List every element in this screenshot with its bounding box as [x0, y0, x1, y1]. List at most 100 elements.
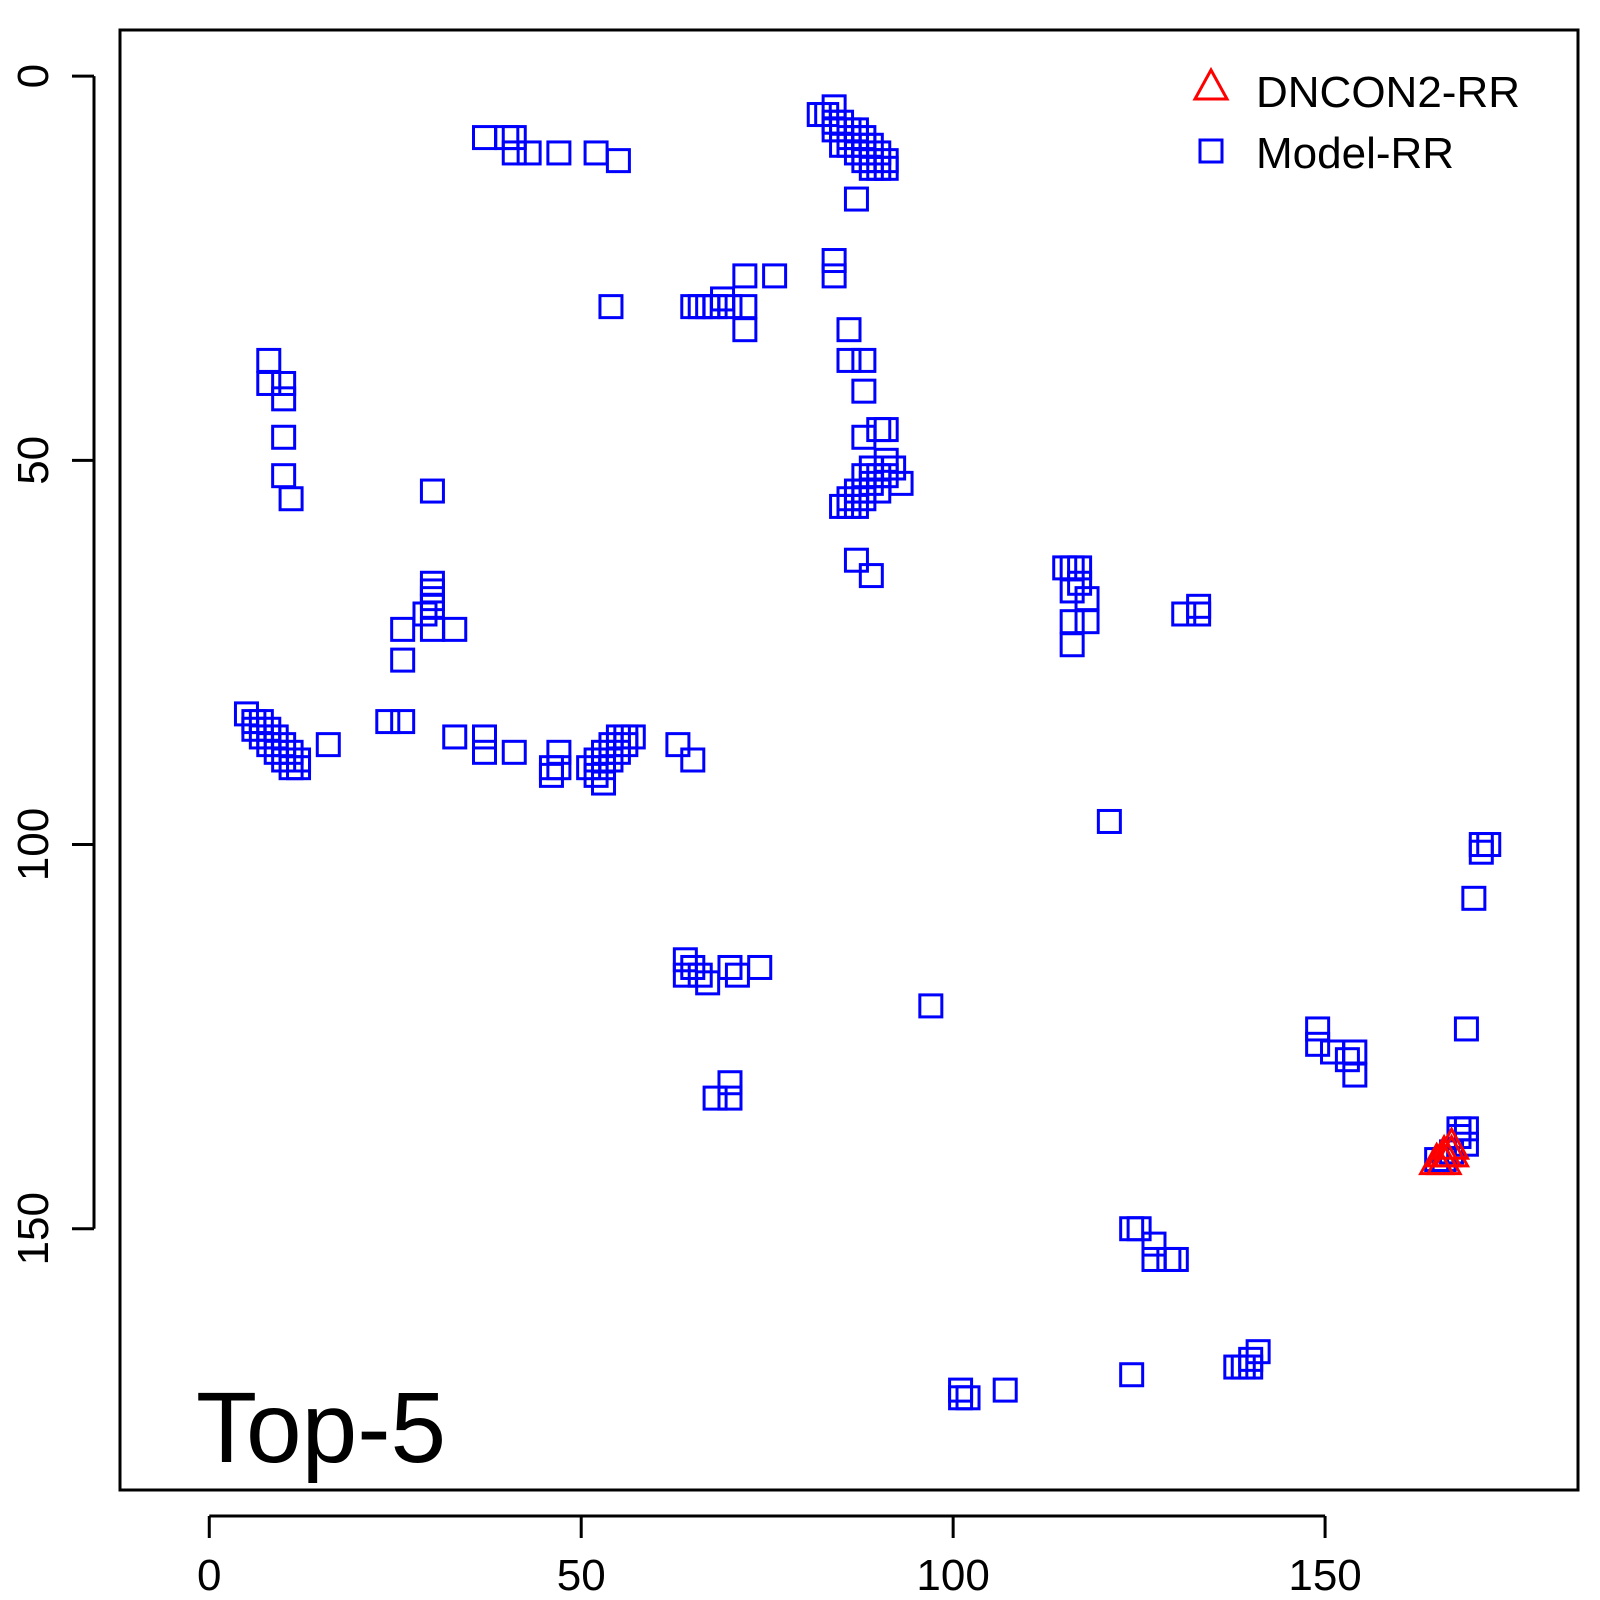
model-rr-point: [814, 102, 840, 128]
legend: DNCON2-RR Model-RR: [1192, 66, 1520, 178]
model-rr-point: [501, 140, 527, 166]
model-rr-point: [278, 755, 304, 781]
model-rr-point: [732, 263, 758, 289]
model-rr-point: [583, 140, 609, 166]
model-rr-point: [873, 463, 899, 489]
model-rr-point: [873, 148, 899, 174]
model-rr-point: [821, 117, 847, 143]
model-rr-point: [598, 294, 624, 320]
model-rr-point: [866, 155, 892, 181]
model-rr-point: [836, 347, 862, 373]
model-rr-point: [858, 148, 884, 174]
dncon2-rr-point: [1425, 1141, 1463, 1176]
model-rr-point: [888, 470, 914, 496]
model-rr-point: [1186, 593, 1212, 619]
model-rr-point: [1074, 586, 1100, 612]
model-rr-point: [241, 716, 267, 742]
model-rr-point: [836, 132, 862, 158]
model-rr-point: [472, 724, 497, 750]
model-rr-point: [1156, 1246, 1182, 1272]
model-rr-point: [598, 732, 624, 758]
model-rr-point: [1171, 601, 1197, 627]
model-rr-point: [442, 616, 468, 642]
model-rr-point: [1163, 1246, 1189, 1272]
model-rr-point: [695, 970, 721, 996]
model-rr-point: [390, 709, 416, 735]
model-rr-point: [613, 724, 639, 750]
model-rr-point: [256, 716, 282, 742]
model-rr-point: [501, 739, 527, 765]
model-rr-point: [851, 132, 877, 158]
model-rr-point: [858, 455, 884, 481]
y-tick-label: 100: [9, 808, 58, 881]
model-rr-point: [821, 94, 847, 120]
model-rr-point: [1305, 1031, 1331, 1057]
model-rr-point: [851, 347, 877, 373]
model-rr-point: [680, 954, 706, 980]
model-rr-point: [948, 1377, 974, 1403]
model-rr-point: [851, 486, 877, 512]
model-rr-point: [851, 424, 877, 450]
model-rr-point: [315, 732, 341, 758]
y-tick-label: 0: [9, 64, 58, 88]
legend-label-dncon2-rr: DNCON2-RR: [1256, 68, 1520, 117]
x-tick-label: 0: [197, 1551, 221, 1600]
model-rr-point: [271, 463, 297, 489]
model-rr-point: [873, 447, 899, 473]
y-axis: 0 50 100 150: [9, 64, 96, 1265]
model-rr-point: [806, 102, 832, 128]
model-rr-point: [1342, 1039, 1368, 1065]
model-rr-point: [717, 294, 743, 320]
model-rr-point: [419, 593, 445, 619]
model-rr-point: [873, 417, 899, 443]
model-rr-point: [851, 463, 877, 489]
model-rr-point: [821, 109, 847, 135]
model-rr-point: [851, 140, 877, 166]
model-rr-point: [263, 739, 289, 765]
model-rr-point: [546, 755, 572, 781]
model-rr-point: [591, 755, 617, 781]
model-rr-point: [829, 109, 855, 135]
model-rr-point: [256, 347, 282, 373]
model-rr-point: [992, 1377, 1018, 1403]
model-rr-point: [851, 478, 877, 504]
dncon2-rr-point: [1433, 1133, 1471, 1168]
model-rr-point: [583, 747, 609, 773]
model-rr-point: [918, 993, 944, 1019]
model-rr-point: [687, 294, 713, 320]
model-rr-point: [829, 132, 855, 158]
model-rr-point: [271, 747, 297, 773]
model-rr-point: [1141, 1231, 1167, 1257]
model-rr-point: [717, 954, 743, 980]
model-rr-point: [1461, 885, 1487, 911]
model-rr-point: [836, 125, 862, 151]
model-rr-point: [538, 755, 564, 781]
model-rr-point: [605, 724, 631, 750]
model-rr-point: [724, 962, 750, 988]
model-rr-point: [1453, 1016, 1479, 1042]
model-rr-point: [866, 417, 892, 443]
model-rr-point: [732, 317, 758, 343]
model-rr-point: [271, 370, 297, 396]
model-rr-point: [419, 586, 445, 612]
model-rr-point: [1186, 601, 1212, 627]
model-rr-point: [821, 248, 847, 274]
model-rr-point: [494, 125, 520, 151]
model-rr-point: [1059, 609, 1085, 635]
model-rr-point: [881, 455, 907, 481]
plot-frame: [118, 28, 1580, 1492]
model-rr-point: [286, 747, 312, 773]
model-rr-point: [1074, 609, 1100, 635]
model-rr-point: [546, 739, 572, 765]
model-rr-point: [233, 701, 259, 727]
model-rr-point: [747, 954, 773, 980]
model-rr-point: [843, 117, 869, 143]
y-tick-label: 150: [9, 1192, 58, 1265]
model-rr-point: [866, 478, 892, 504]
model-rr-point: [873, 155, 899, 181]
model-rr-point: [843, 186, 869, 212]
model-rr-point: [858, 132, 884, 158]
model-rr-point: [1119, 1362, 1145, 1388]
model-rr-point: [695, 294, 721, 320]
